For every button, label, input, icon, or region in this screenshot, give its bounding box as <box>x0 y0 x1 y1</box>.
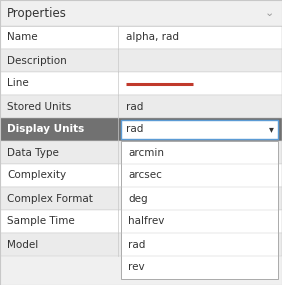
Text: Model: Model <box>7 239 38 249</box>
Text: Stored Units: Stored Units <box>7 101 71 111</box>
Bar <box>0 0 282 26</box>
Bar <box>0 141 282 164</box>
Text: arcsec: arcsec <box>128 170 162 180</box>
Text: rev: rev <box>128 262 145 272</box>
Text: alpha, rad: alpha, rad <box>126 32 179 42</box>
Bar <box>0 49 282 72</box>
Text: Name: Name <box>7 32 38 42</box>
Text: rad: rad <box>126 125 143 135</box>
Text: Properties: Properties <box>7 7 67 19</box>
Text: Complex Format: Complex Format <box>7 194 93 203</box>
Text: ⌄: ⌄ <box>265 8 274 18</box>
Bar <box>121 120 278 139</box>
Bar <box>0 164 282 187</box>
Bar <box>0 95 282 118</box>
Bar <box>0 26 282 49</box>
Text: halfrev: halfrev <box>128 217 164 227</box>
Text: Display Units: Display Units <box>7 125 84 135</box>
Bar <box>121 141 278 279</box>
Text: deg: deg <box>128 194 147 203</box>
Text: rad: rad <box>126 101 143 111</box>
Text: Description: Description <box>7 56 67 66</box>
Text: Data Type: Data Type <box>7 148 59 158</box>
Bar <box>0 187 282 210</box>
Text: Complexity: Complexity <box>7 170 66 180</box>
Text: Line: Line <box>7 78 29 89</box>
Text: arcmin: arcmin <box>128 148 164 158</box>
Text: ▾: ▾ <box>268 125 274 135</box>
Bar <box>0 72 282 95</box>
Bar <box>0 118 282 141</box>
Text: rad: rad <box>128 239 146 249</box>
Bar <box>0 210 282 233</box>
Text: Sample Time: Sample Time <box>7 217 75 227</box>
Bar <box>0 233 282 256</box>
